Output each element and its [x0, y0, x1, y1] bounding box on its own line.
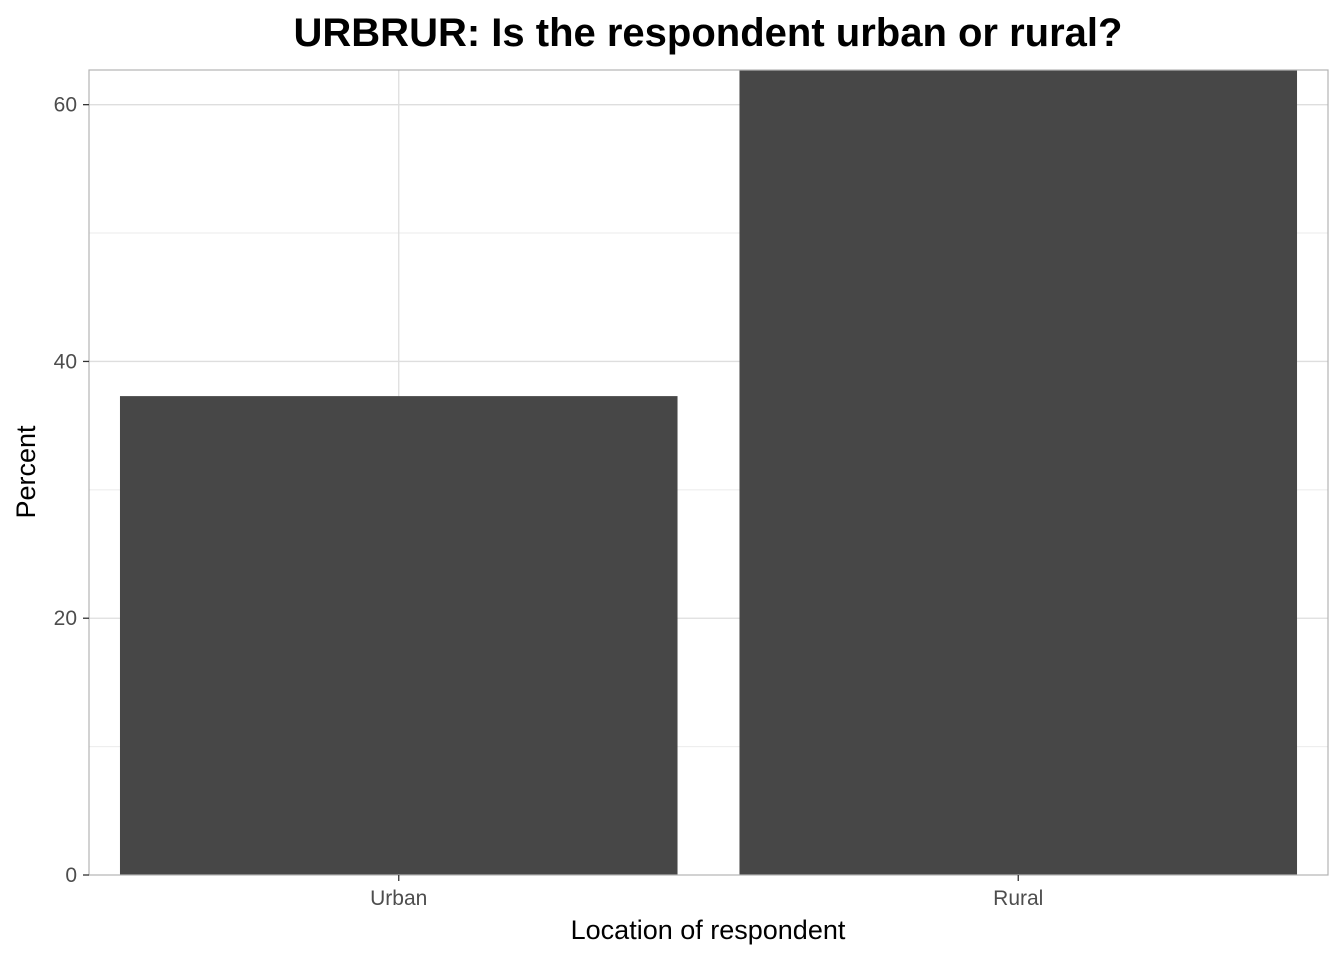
chart-title: URBRUR: Is the respondent urban or rural… [294, 11, 1123, 55]
y-axis-title: Percent [11, 425, 41, 519]
y-axis: 0 20 40 60 [54, 94, 89, 887]
x-axis: Urban Rural [370, 875, 1043, 910]
panel-border [88, 69, 1329, 876]
x-axis-title: Location of respondent [571, 915, 846, 945]
y-tick-label: 0 [65, 864, 77, 887]
x-tick-label-rural: Rural [993, 887, 1043, 910]
bar-urban [119, 396, 678, 875]
y-tick-label: 40 [54, 350, 77, 373]
bars [119, 70, 1298, 875]
x-tick-label-urban: Urban [370, 887, 427, 910]
y-tick-label: 20 [54, 607, 77, 630]
y-tick-label: 60 [54, 94, 77, 117]
bar-rural [739, 70, 1298, 875]
